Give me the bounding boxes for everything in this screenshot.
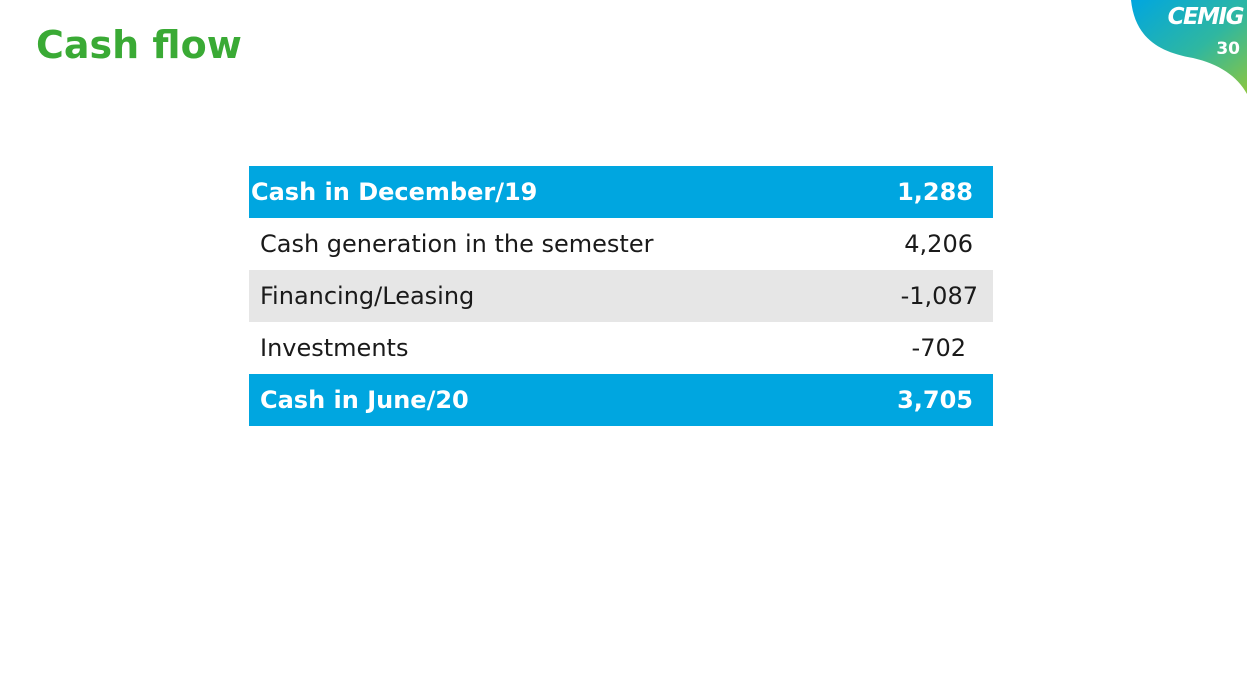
row-label: Financing/Leasing (249, 270, 851, 322)
table-row: Investments -702 (249, 322, 993, 374)
page-number: 30 (1216, 39, 1240, 59)
corner-swoosh-shape (1131, 0, 1247, 94)
row-label: Cash in December/19 (249, 166, 851, 218)
corner-brand-badge: CEMIG 30 (1129, 0, 1247, 94)
slide-title: Cash flow (36, 23, 242, 67)
table-row: Cash in December/19 1,288 (249, 166, 993, 218)
row-value: 4,206 (904, 230, 973, 258)
table-row: Financing/Leasing -1,087 (249, 270, 993, 322)
table-row: Cash in June/20 3,705 (249, 374, 993, 426)
row-value: 3,705 (850, 374, 993, 426)
table-row: Cash generation in the semester 4,206 (249, 218, 993, 270)
row-label: Cash in June/20 (249, 374, 851, 426)
row-value: -1,087 (850, 270, 993, 322)
row-value: -702 (911, 334, 966, 362)
row-label: Cash generation in the semester (260, 230, 654, 258)
row-value: 1,288 (850, 166, 993, 218)
row-label: Investments (260, 334, 409, 362)
cemig-logo: CEMIG (1167, 4, 1245, 30)
cash-flow-table: Cash in December/19 1,288 Cash generatio… (249, 166, 993, 426)
